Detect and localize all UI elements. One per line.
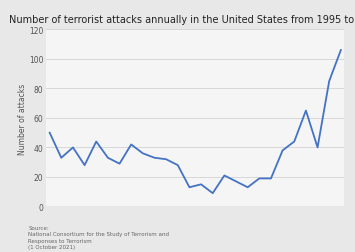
Title: Number of terrorist attacks annually in the United States from 1995 to 2020: Number of terrorist attacks annually in …	[9, 15, 355, 25]
Text: Source:
National Consortium for the Study of Terrorism and
Responses to Terroris: Source: National Consortium for the Stud…	[28, 225, 169, 249]
Y-axis label: Number of attacks: Number of attacks	[18, 83, 27, 154]
